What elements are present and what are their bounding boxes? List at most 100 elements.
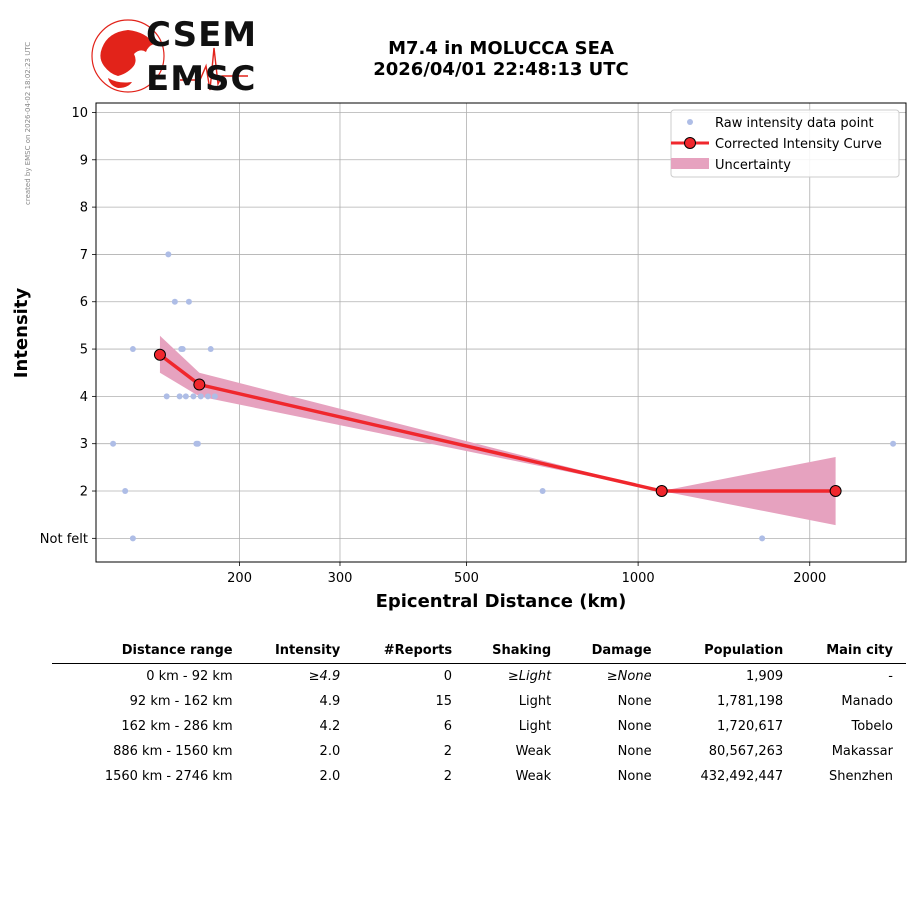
y-tick-label: 7 (80, 248, 88, 263)
y-tick-label: 3 (80, 437, 88, 452)
uncertainty-band (159, 335, 836, 526)
x-tick-label: 200 (227, 571, 252, 586)
table-cell: 4.2 (319, 719, 341, 734)
table-row: 162 km - 286 km 4.2 6 Light None 1,720,617 Tob… (52, 714, 906, 739)
raw-data-point (163, 393, 170, 400)
col-shaking: Shaking (465, 640, 565, 664)
y-axis-label: Intensity (11, 288, 32, 379)
csem-emsc-logo: CSEM EMSC (88, 15, 258, 99)
table-cell: 4.9 (319, 694, 341, 709)
y-tick-label: 2 (80, 485, 88, 500)
plot-frame (95, 102, 907, 563)
legend-curve-marker (684, 137, 696, 149)
table-row: 0 km - 92 km ≥4.9 0 ≥Light ≥None 1,909 - (52, 664, 906, 690)
table-cell: 2.0 (319, 769, 341, 784)
table-cell: 1,781,198 (717, 694, 784, 709)
curve-point (655, 485, 668, 498)
curve-point (153, 348, 166, 361)
table-cell: Weak (515, 744, 552, 759)
raw-data-point (539, 488, 546, 495)
legend-band-label: Uncertainty (715, 158, 791, 173)
table-cell: 162 km - 286 km (121, 719, 233, 734)
raw-data-point (207, 346, 214, 353)
table-cell: Shenzhen (828, 769, 893, 784)
table-cell: 1560 km - 2746 km (104, 769, 233, 784)
raw-data-point (190, 393, 197, 400)
y-tick-label: 9 (80, 153, 88, 168)
curve-layer (153, 348, 842, 498)
table-row: 886 km - 1560 km 2.0 2 Weak None 80,567,263 Ma… (52, 739, 906, 764)
table-row: 1560 km - 2746 km 2.0 2 Weak None 432,492,447… (52, 764, 906, 789)
raw-data-point (171, 298, 178, 305)
col-distance-range: Distance range (52, 640, 246, 664)
raw-data-point (185, 298, 192, 305)
raw-data-point (129, 535, 136, 542)
legend-band-swatch (671, 158, 709, 169)
raw-data-point (122, 488, 129, 495)
table-cell: 2 (443, 769, 453, 784)
legend-raw-marker (687, 119, 693, 125)
table-cell: None (617, 694, 652, 709)
y-tick-label: 8 (80, 201, 88, 216)
curve-point (829, 485, 842, 498)
intensity-chart: 200 300 500 1000 2000 Not felt 2 3 4 5 6 7 8 9 10 Epic… (11, 102, 907, 612)
y-tick-label: 6 (80, 295, 88, 310)
table-cell: 80,567,263 (708, 744, 784, 759)
table-cell: 1,720,617 (717, 719, 784, 734)
raw-data-point (211, 393, 218, 400)
table-cell: Makassar (831, 744, 893, 759)
y-tick-label: 10 (71, 106, 88, 121)
x-tick-label: 500 (454, 571, 479, 586)
table-cell: Weak (515, 769, 552, 784)
globe-logo-icon (91, 19, 248, 93)
raw-data-point (182, 393, 189, 400)
table-cell: 2.0 (319, 744, 341, 759)
page-title: M7.4 in MOLUCCA SEA 2026/04/01 22:48:13 … (300, 38, 702, 80)
curve-point (193, 378, 206, 391)
table-cell: ≥Light (507, 669, 552, 684)
table-cell: - (888, 669, 893, 684)
raw-data-point (179, 346, 186, 353)
legend-curve-label: Corrected Intensity Curve (715, 137, 882, 152)
x-tick-label: 2000 (793, 571, 826, 586)
table-cell: Light (518, 694, 552, 709)
table-cell: 886 km - 1560 km (113, 744, 233, 759)
raw-data-point (165, 251, 172, 258)
logo-text-emsc: EMSC (146, 59, 257, 99)
table-cell: ≥4.9 (308, 669, 341, 684)
col-reports: #Reports (353, 640, 466, 664)
y-tick-label: Not felt (40, 532, 88, 547)
raw-data-point (204, 393, 211, 400)
x-tick-label: 300 (328, 571, 353, 586)
x-tick-label: 1000 (622, 571, 655, 586)
table-cell: Manado (841, 694, 893, 709)
col-population: Population (664, 640, 797, 664)
x-axis-label: Epicentral Distance (km) (376, 591, 627, 612)
table-row: 92 km - 162 km 4.9 15 Light None 1,781,198 Man… (52, 689, 906, 714)
table-cell: 92 km - 162 km (129, 694, 233, 709)
legend-raw-label: Raw intensity data point (715, 116, 874, 131)
raw-data-point (759, 535, 766, 542)
raw-points-layer (110, 251, 897, 542)
table-cell: ≥None (606, 669, 652, 684)
table-cell: 1,909 (745, 669, 784, 684)
table-cell: Light (518, 719, 552, 734)
table-cell: 0 km - 92 km (146, 669, 233, 684)
raw-data-point (110, 440, 117, 447)
raw-data-point (197, 393, 204, 400)
raw-data-point (129, 346, 136, 353)
table-cell: 6 (443, 719, 453, 734)
col-intensity: Intensity (245, 640, 354, 664)
uncertainty-band-layer (159, 335, 836, 526)
raw-data-point (176, 393, 183, 400)
table-header-row: Distance range Intensity #Reports Shakin… (52, 640, 906, 664)
event-name: M7.4 in MOLUCCA SEA (388, 38, 614, 59)
chart-legend: Raw intensity data point Corrected Inten… (670, 109, 900, 178)
table-cell: 2 (443, 744, 453, 759)
col-main-city: Main city (796, 640, 906, 664)
table-cell: None (617, 719, 652, 734)
raw-data-point (194, 440, 201, 447)
col-damage: Damage (564, 640, 665, 664)
raw-data-point (890, 440, 897, 447)
table-cell: 0 (443, 669, 453, 684)
